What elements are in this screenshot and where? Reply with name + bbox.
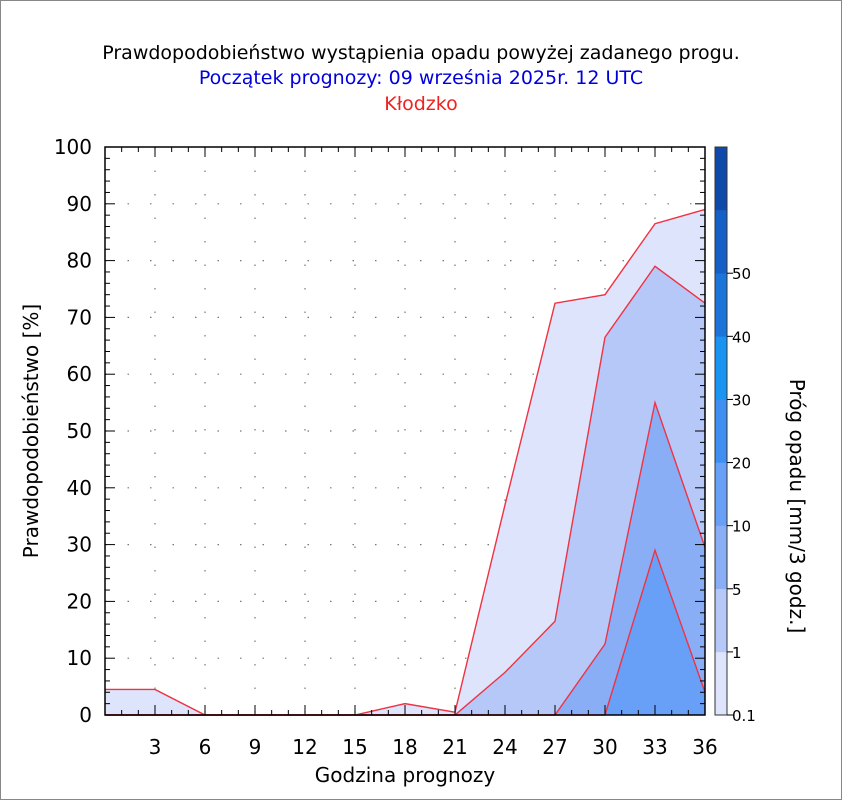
colorbar-segment: [715, 588, 727, 653]
colorbar-segment: [715, 147, 727, 211]
x-tick-label: 33: [642, 735, 667, 759]
x-tick-label: 24: [492, 735, 517, 759]
y-tick-label: 0: [79, 703, 92, 727]
colorbar-segment: [715, 525, 727, 590]
area-threshold-10: [105, 550, 705, 715]
colorbar-tick-label: 1: [732, 644, 742, 662]
colorbar-segment: [715, 336, 727, 400]
colorbar-segment: [715, 651, 727, 716]
y-tick-label: 80: [67, 249, 92, 273]
x-tick-label: 3: [149, 735, 162, 759]
x-axis-label: Godzina prognozy: [315, 763, 496, 787]
colorbar-segment: [715, 210, 727, 274]
area-threshold-0.1: [105, 209, 705, 716]
chart-location: Kłodzko: [384, 93, 458, 115]
x-tick-label: 15: [342, 735, 367, 759]
colorbar-tick-label: 10: [732, 518, 751, 536]
x-tick-label: 36: [692, 735, 717, 759]
chart-subtitle: Początek prognozy: 09 września 2025r. 12…: [198, 67, 644, 89]
y-tick-label: 100: [54, 135, 92, 159]
colorbar-segment: [715, 462, 727, 526]
colorbar-segment: [715, 273, 727, 337]
colorbar-tick-label: 5: [732, 581, 742, 599]
y-tick-label: 30: [67, 533, 92, 557]
y-tick-label: 60: [67, 362, 92, 386]
colorbar-label: Próg opadu [mm/3 godz.]: [785, 379, 809, 634]
y-tick-label: 90: [67, 192, 92, 216]
colorbar-border: [714, 146, 728, 716]
x-tick-label: 21: [442, 735, 467, 759]
colorbar-tick-label: 50: [732, 265, 751, 283]
colorbar-tick-label: 40: [732, 328, 751, 346]
x-tick-label: 6: [199, 735, 212, 759]
y-tick-label: 50: [67, 419, 92, 443]
colorbar-tick-label: 20: [732, 455, 751, 473]
x-tick-label: 18: [392, 735, 417, 759]
colorbar-segment: [715, 399, 727, 463]
y-tick-label: 10: [67, 646, 92, 670]
y-axis-label: Prawdopodobieństwo [%]: [19, 304, 43, 558]
y-tick-label: 70: [67, 305, 92, 329]
x-tick-label: 12: [292, 735, 317, 759]
colorbar-tick-label: 0.1: [732, 707, 756, 725]
colorbar-tick-label: 30: [732, 391, 751, 409]
y-tick-label: 20: [67, 589, 92, 613]
x-tick-label: 27: [542, 735, 567, 759]
x-tick-label: 30: [592, 735, 617, 759]
y-tick-label: 40: [67, 476, 92, 500]
x-tick-label: 9: [249, 735, 262, 759]
chart-title: Prawdopodobieństwo wystąpienia opadu pow…: [102, 42, 740, 64]
